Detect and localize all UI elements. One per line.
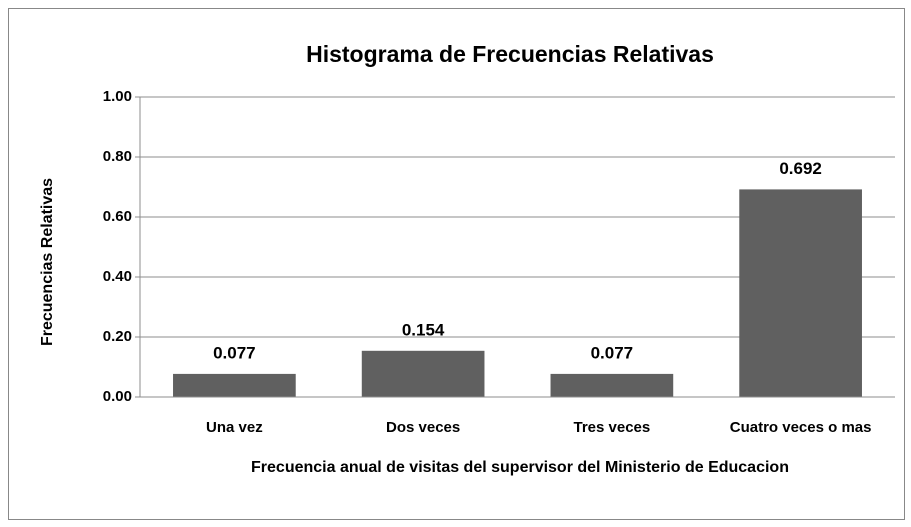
data-label: 0.077 [591,343,634,362]
bar [361,350,485,397]
data-label: 0.077 [213,343,256,362]
y-tick-label: 1.00 [103,88,132,105]
x-tick-label: Dos veces [386,419,460,436]
x-tick-label: Una vez [206,419,263,436]
bar [739,189,862,397]
bar [173,373,296,397]
x-tick-label: Cuatro veces o mas [730,419,872,436]
y-tick-label: 0.80 [103,148,132,165]
y-tick-label: 0.60 [103,208,132,225]
y-tick-label: 0.00 [103,388,132,405]
y-tick-label: 0.20 [103,328,132,345]
data-label: 0.692 [779,159,822,178]
y-axis-title: Frecuencias Relativas [39,178,56,346]
data-label: 0.154 [402,320,445,339]
y-tick-label: 0.40 [103,268,132,285]
x-tick-label: Tres veces [574,419,651,436]
chart-title: Histograma de Frecuencias Relativas [306,41,714,67]
bar [550,373,674,397]
x-axis-title: Frecuencia anual de visitas del supervis… [251,459,789,476]
